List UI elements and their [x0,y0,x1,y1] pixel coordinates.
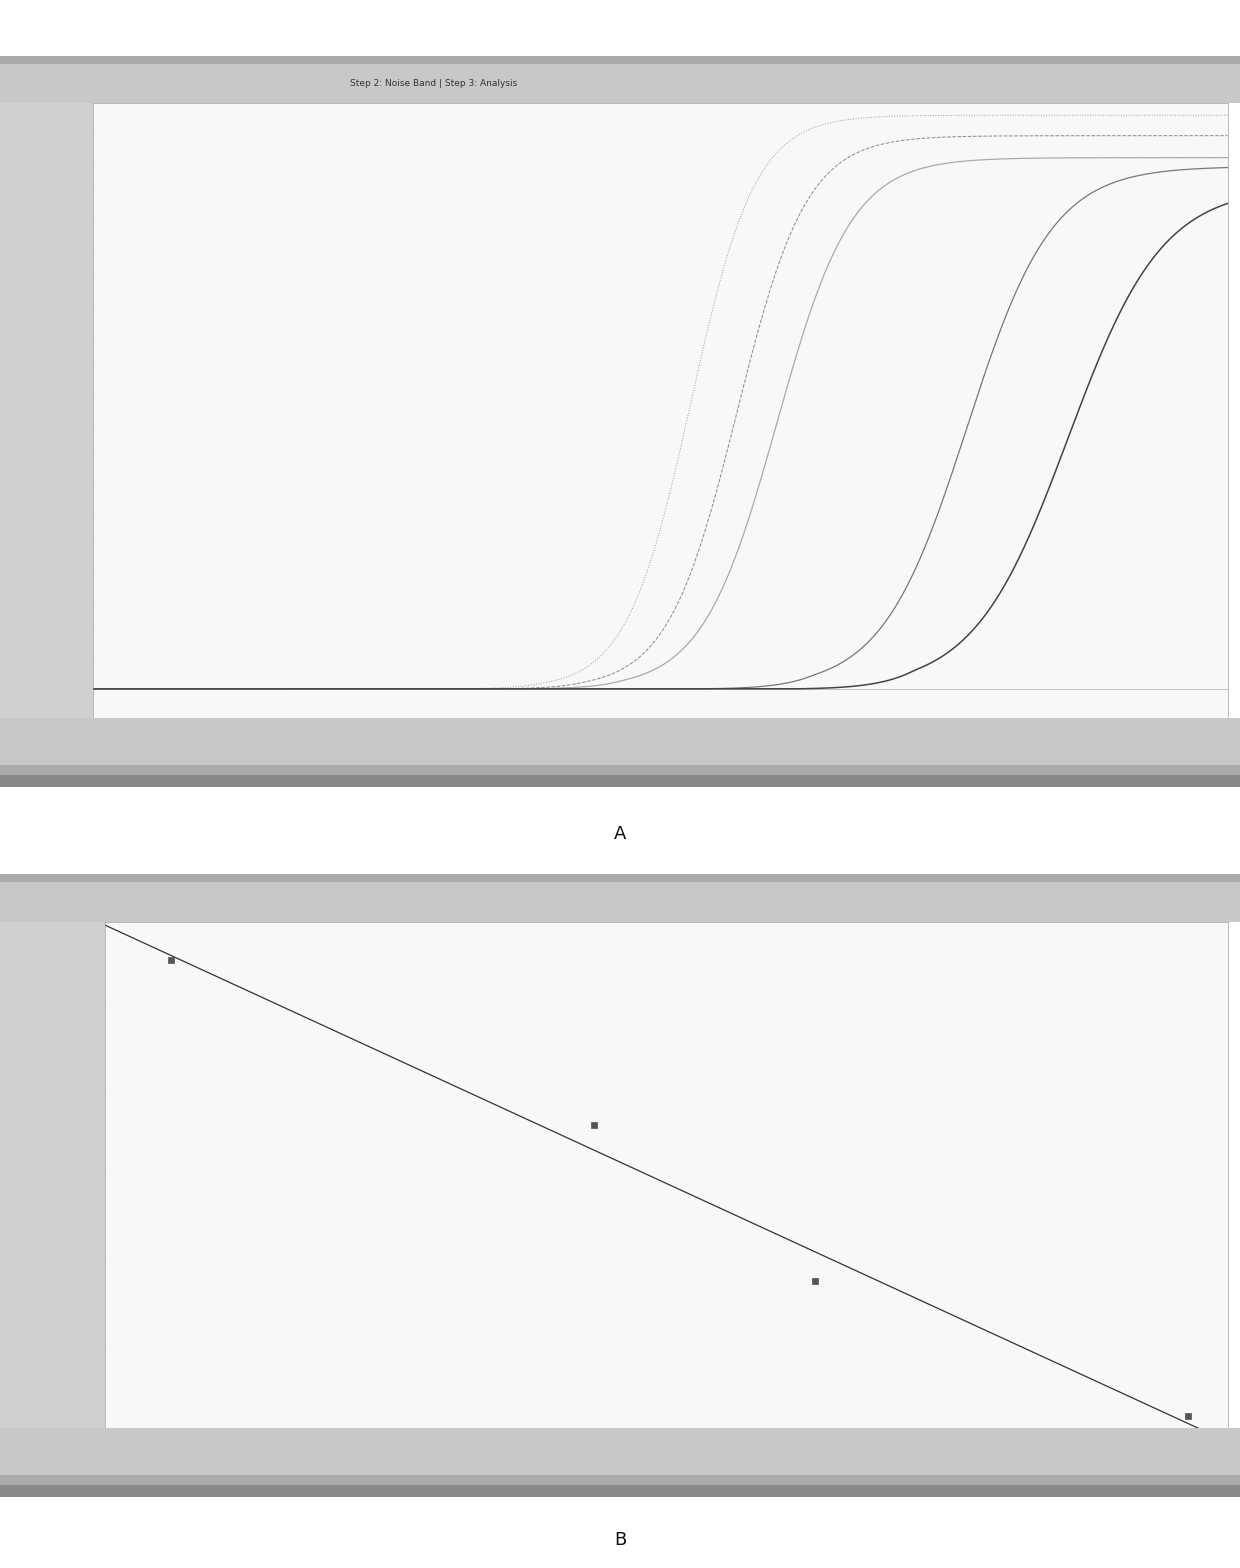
Text: A: A [614,825,626,844]
Point [1178,1403,1198,1428]
Text: B: B [614,1530,626,1549]
Y-axis label: Fluorescence (F1): Fluorescence (F1) [52,365,62,456]
Point [584,1112,604,1137]
Point [161,947,181,972]
Y-axis label: Cycle Number: Cycle Number [74,1138,84,1212]
X-axis label: Cycle Number: Cycle Number [624,739,697,748]
Point [805,1269,825,1294]
X-axis label: Log Concentration: Log Concentration [619,1449,714,1458]
Text: Step 2: Noise Band | Step 3: Analysis: Step 2: Noise Band | Step 3: Analysis [351,78,517,88]
